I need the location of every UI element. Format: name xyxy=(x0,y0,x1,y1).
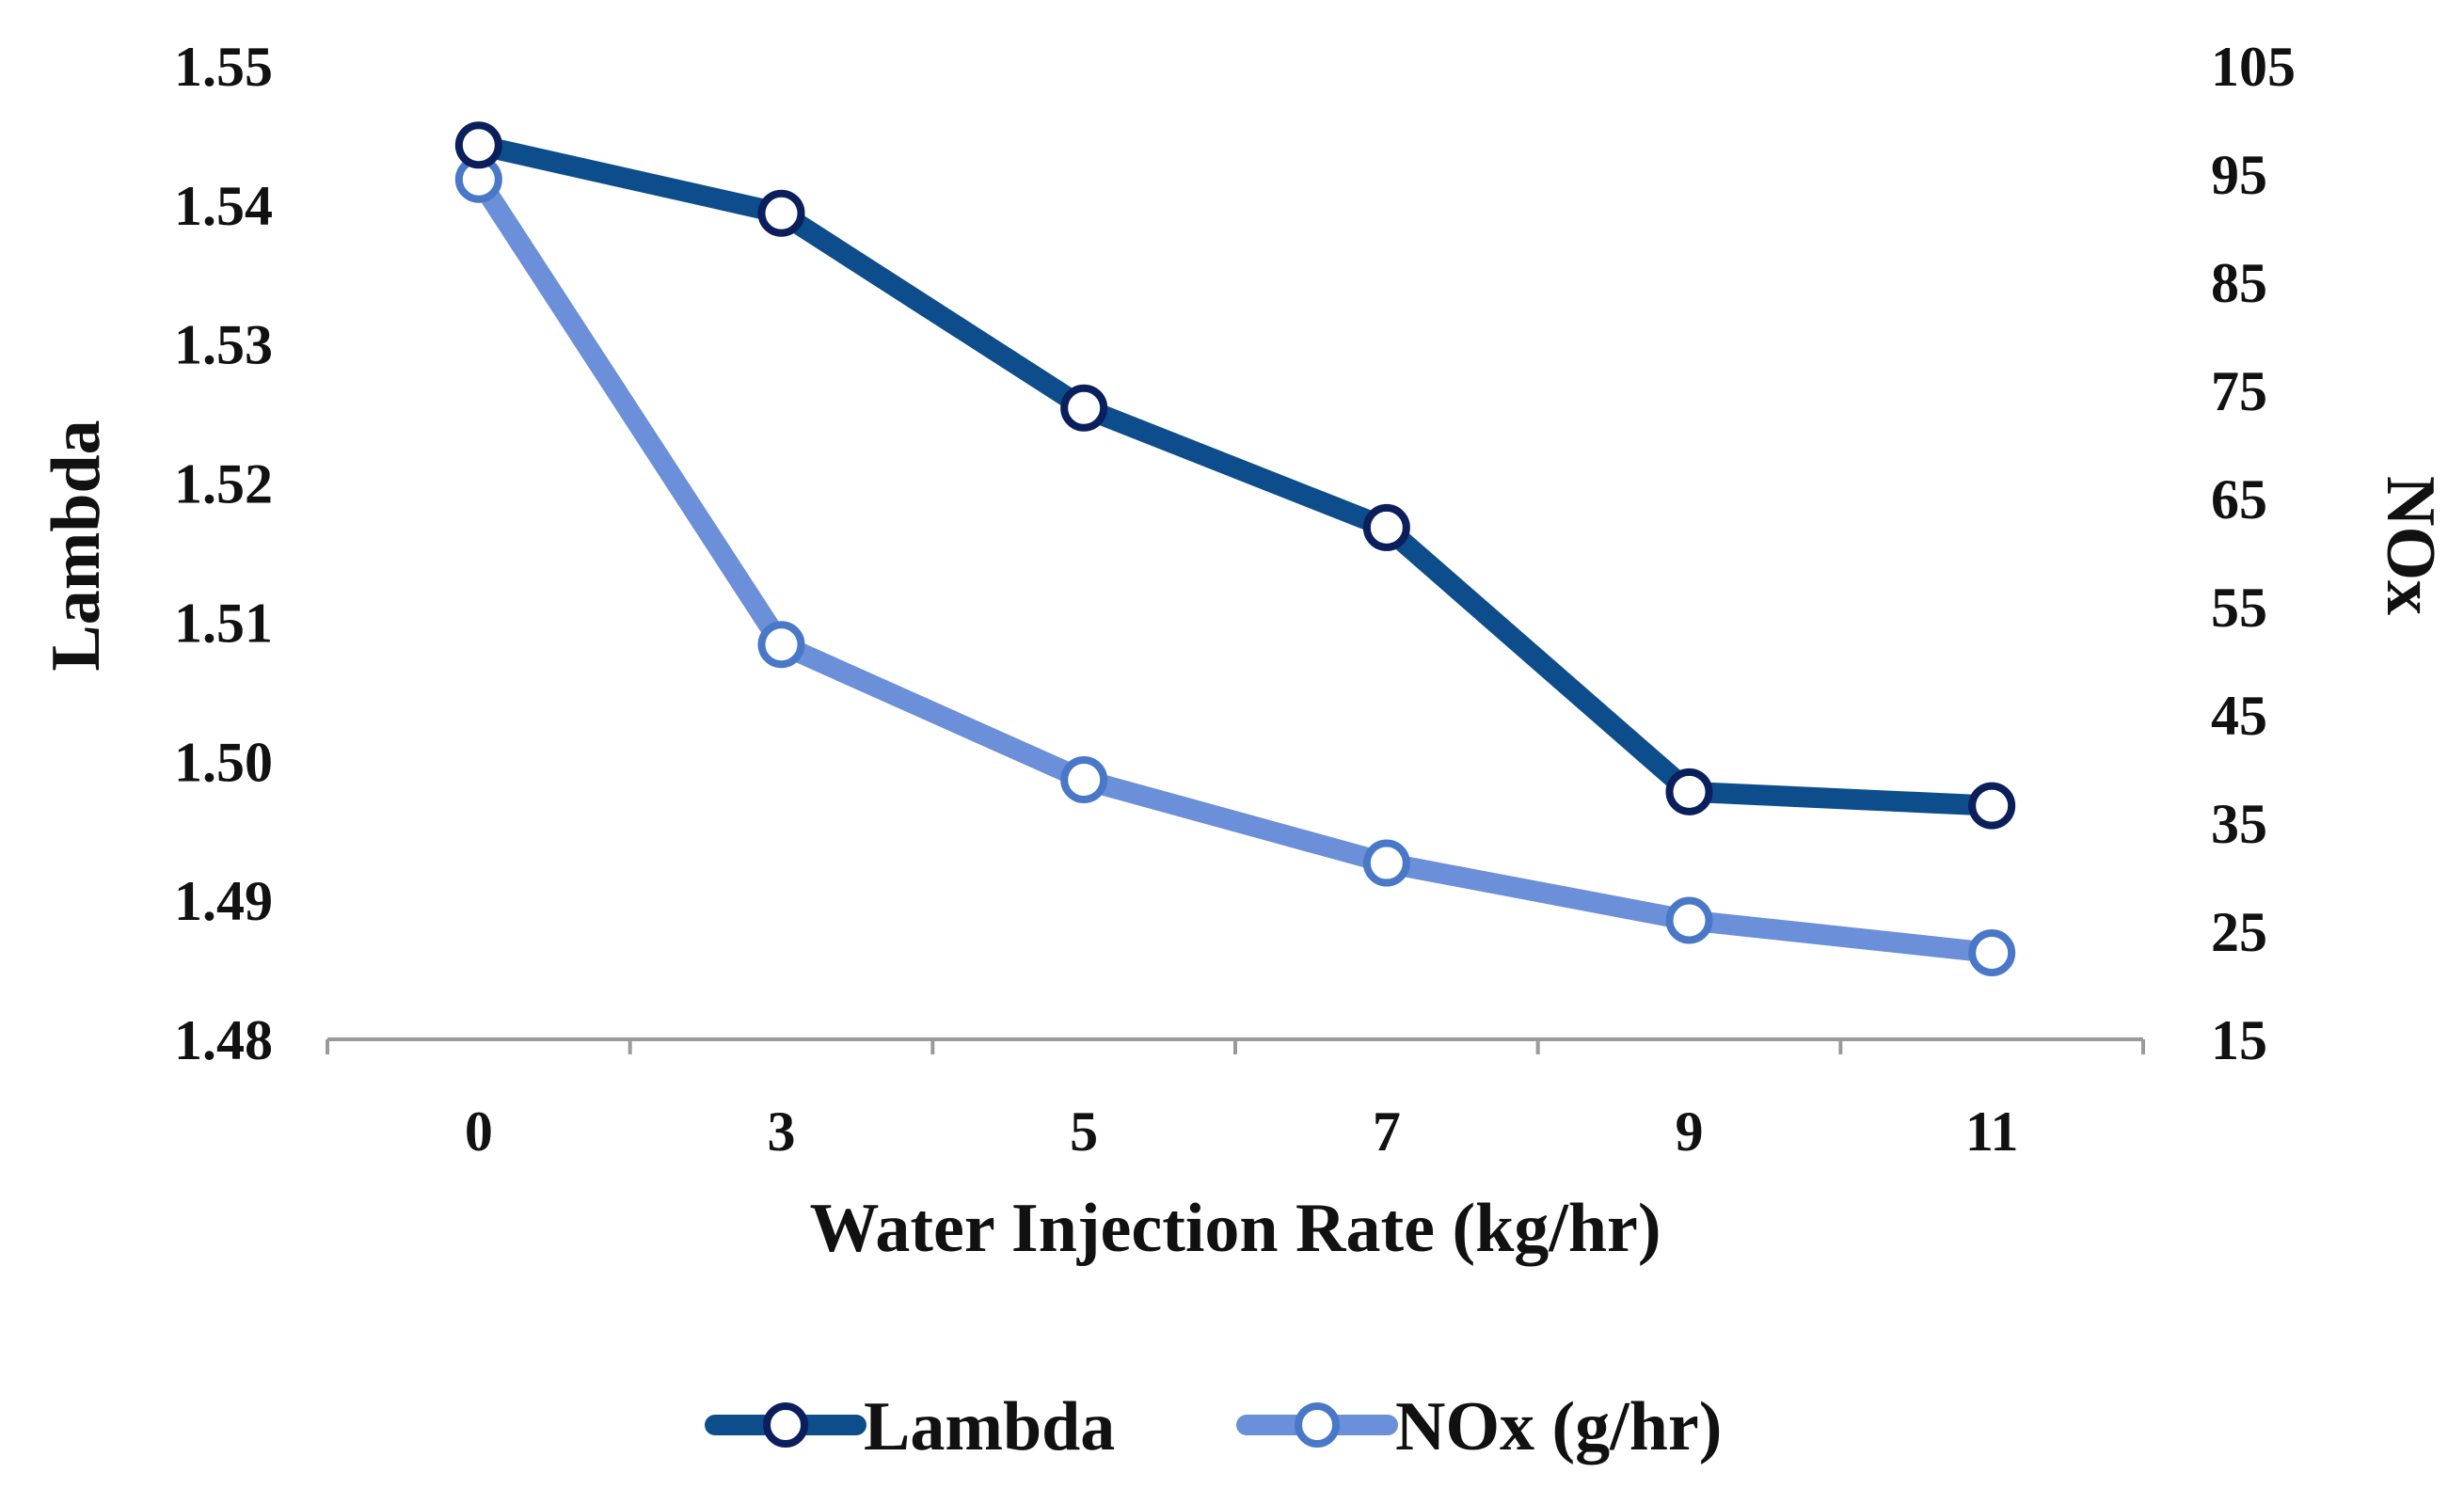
y-tick-label: 1.55 xyxy=(174,36,273,98)
y2-tick-label: 65 xyxy=(2211,468,2267,530)
series-lambda xyxy=(454,121,2016,830)
series-nox xyxy=(454,155,2016,976)
y-tick-label: 1.54 xyxy=(174,175,273,237)
y-axis-left: 1.48 1.49 1.50 1.51 1.52 1.53 1.54 1.55 xyxy=(174,36,273,1071)
y-axis-right: 15 25 35 45 55 65 75 85 95 105 xyxy=(2211,36,2296,1071)
y2-axis-title: NOx xyxy=(2372,476,2449,615)
y2-tick-label: 105 xyxy=(2211,36,2296,98)
y-tick-label: 1.49 xyxy=(174,870,273,932)
data-point-lambda xyxy=(1665,768,1713,815)
legend-item-nox: NOx (g/hr) xyxy=(1236,1388,1722,1465)
x-tick-label: 9 xyxy=(1676,1100,1704,1163)
x-tick-label: 0 xyxy=(465,1100,493,1163)
series-line-nox xyxy=(468,168,2003,963)
x-axis-title: Water Injection Rate (kg/hr) xyxy=(810,1190,1661,1267)
data-point-nox xyxy=(1060,756,1108,803)
x-axis xyxy=(326,1037,2145,1054)
y2-tick-label: 95 xyxy=(2211,144,2267,206)
x-tick-label: 5 xyxy=(1070,1100,1098,1163)
legend-label-lambda: Lambda xyxy=(864,1388,1115,1465)
y2-tick-label: 55 xyxy=(2211,577,2267,639)
y-axis-title: Lambda xyxy=(38,420,115,671)
legend-marker-nox xyxy=(1295,1402,1340,1448)
y-tick-label: 1.53 xyxy=(174,314,273,376)
y-tick-label: 1.50 xyxy=(174,731,273,793)
series-line-lambda xyxy=(468,135,2003,816)
legend: Lambda NOx (g/hr) xyxy=(705,1388,1722,1465)
y2-tick-label: 45 xyxy=(2211,685,2267,747)
data-point-lambda xyxy=(1968,782,2016,830)
data-point-lambda xyxy=(454,121,502,169)
series-layer xyxy=(454,121,2016,976)
x-tick-label: 11 xyxy=(1965,1100,2019,1163)
data-point-lambda xyxy=(1060,384,1108,432)
x-tick-label: 3 xyxy=(768,1100,796,1163)
data-point-lambda xyxy=(757,189,805,237)
y2-tick-label: 85 xyxy=(2211,252,2267,314)
y2-tick-label: 75 xyxy=(2211,360,2267,422)
data-point-nox xyxy=(757,621,805,669)
x-tick-labels: 0 3 5 7 9 11 xyxy=(465,1100,2019,1163)
data-point-nox xyxy=(1665,896,1713,944)
x-tick-label: 7 xyxy=(1373,1100,1401,1163)
data-point-nox xyxy=(1968,929,2016,976)
legend-label-nox: NOx (g/hr) xyxy=(1395,1388,1722,1465)
y2-tick-label: 35 xyxy=(2211,793,2267,855)
y-tick-label: 1.51 xyxy=(174,592,273,654)
y-tick-label: 1.52 xyxy=(174,453,273,515)
data-point-lambda xyxy=(1362,503,1410,551)
y2-tick-label: 25 xyxy=(2211,901,2267,963)
y-tick-label: 1.48 xyxy=(174,1009,273,1071)
y2-tick-label: 15 xyxy=(2211,1009,2267,1071)
legend-item-lambda: Lambda xyxy=(705,1388,1115,1465)
data-point-nox xyxy=(1362,839,1410,887)
legend-marker-lambda xyxy=(763,1402,808,1448)
